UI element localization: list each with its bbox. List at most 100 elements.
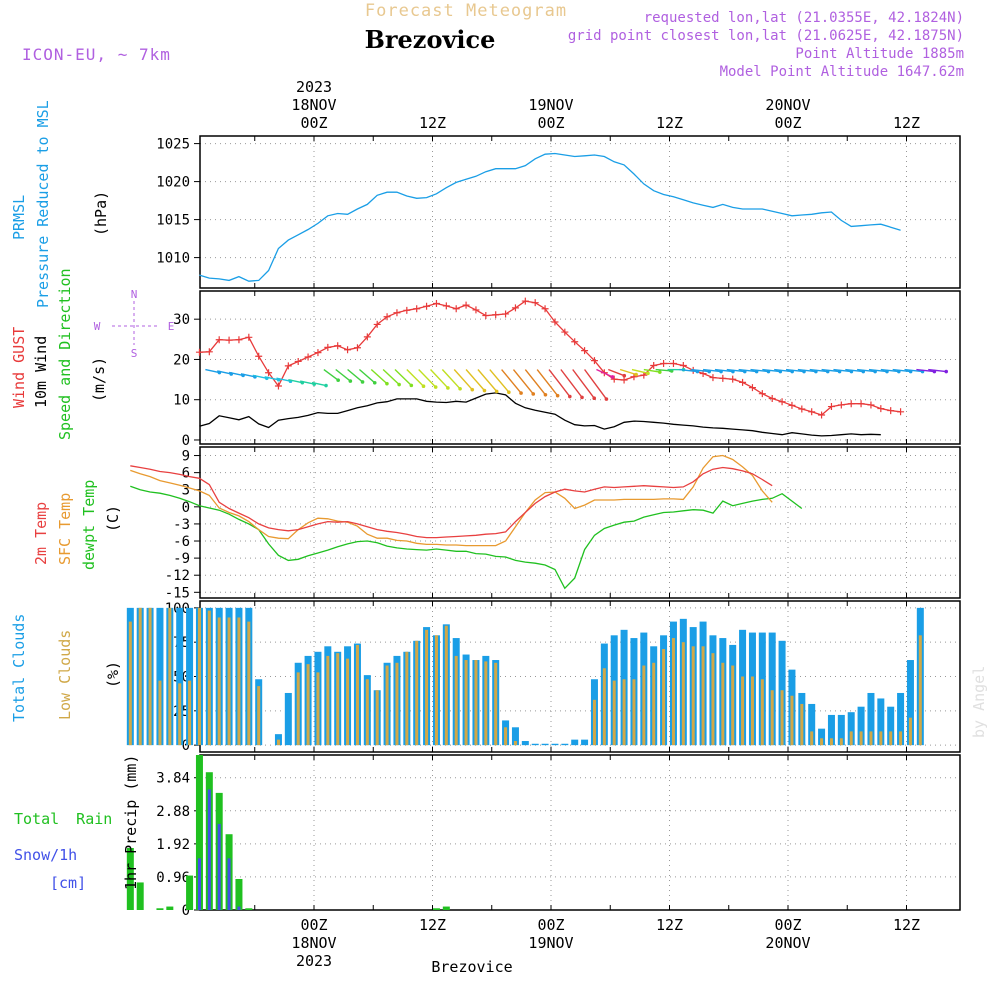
wind-arrowhead <box>409 383 414 388</box>
low-cloud-bar <box>770 690 774 746</box>
total-cloud-bar <box>571 739 579 746</box>
low-cloud-bar <box>908 717 912 746</box>
total-cloud-bar <box>867 692 875 746</box>
low-cloud-bar <box>810 731 814 746</box>
gust-marker <box>867 401 875 409</box>
gust-marker <box>758 390 766 398</box>
precip-panel: 0 0.96 1.92 2.88 3.84 <box>126 754 961 919</box>
low-cloud-bar <box>276 739 280 746</box>
wind-arrow <box>904 368 923 373</box>
wind-arrow <box>477 369 498 392</box>
gust-marker <box>739 378 747 386</box>
wind-arrow <box>833 368 852 373</box>
model-label: ICON-EU, ~ 7km <box>22 45 171 64</box>
gust-marker <box>748 384 756 392</box>
gust-marker <box>452 305 460 313</box>
low-cloud-bar <box>780 690 784 746</box>
total-cloud-bar <box>156 607 164 746</box>
wind-arrow <box>288 378 303 384</box>
y-tick-label: 6 <box>182 466 190 482</box>
low-cloud-bar <box>474 660 478 746</box>
total-cloud-bar <box>768 632 776 746</box>
total-cloud-bar <box>808 703 816 746</box>
y-tick-label: -12 <box>165 568 190 584</box>
gust-marker <box>818 411 826 419</box>
wind-arrowhead <box>531 392 536 396</box>
top-hour-label: 00Z <box>300 114 327 132</box>
gust-marker <box>324 343 332 351</box>
wind-arrow <box>584 369 607 400</box>
y-tick-label: -3 <box>173 517 190 533</box>
total-cloud-bar <box>818 728 826 746</box>
compass-west: W <box>94 320 101 333</box>
low-cloud-bar <box>385 665 389 746</box>
gust-marker <box>897 408 905 416</box>
wind-arrow <box>300 380 315 385</box>
rain-bar <box>432 908 440 910</box>
wind-arrow <box>809 368 828 373</box>
rain-bar <box>195 755 203 910</box>
total-cloud-bar <box>897 692 905 746</box>
low-cloud-bar <box>375 690 379 746</box>
gust-marker <box>235 336 243 344</box>
rain-bar <box>235 879 243 910</box>
wind-arrow <box>512 369 534 395</box>
y-tick-label: 0.96 <box>156 870 190 886</box>
prmsl-label: PRMSL <box>10 195 28 240</box>
point-altitude: Point Altitude 1885m <box>795 46 964 62</box>
temp-2m-line <box>130 465 773 539</box>
wind-arrowhead <box>433 385 438 389</box>
low-cloud-bar <box>306 664 310 746</box>
wind-arrowhead <box>446 386 450 390</box>
gust-marker <box>847 400 855 408</box>
wind-arrow <box>430 369 449 389</box>
wind-arrowhead <box>360 380 365 384</box>
gust-marker <box>660 359 668 367</box>
y-tick-label: 0 <box>182 433 190 449</box>
wind-arrow <box>264 376 279 381</box>
wind-arrowhead <box>944 369 949 374</box>
y-tick-label: 9 <box>182 449 190 465</box>
bottom-hour-label: 12Z <box>893 916 920 934</box>
dewpt-line <box>130 485 803 590</box>
top-date-label: 18NOV <box>291 96 336 114</box>
low-cloud-bar <box>642 665 646 746</box>
low-cloud-bar <box>178 683 182 746</box>
snow-unit-label: [cm] <box>50 874 86 892</box>
gust-marker <box>590 357 598 365</box>
wind-gust-line <box>199 300 901 416</box>
wind-arrow <box>465 369 486 391</box>
gust-marker <box>403 306 411 314</box>
wind-unit-label: (m/s) <box>90 357 108 402</box>
y-tick-label: -15 <box>165 585 190 601</box>
wind-arrow <box>548 369 571 397</box>
wind-arrow <box>691 368 710 373</box>
low-cloud-bar <box>691 646 695 746</box>
wind-arrow <box>821 368 840 373</box>
wind-arrow <box>596 368 613 378</box>
wind-arrowhead <box>372 380 377 385</box>
low-cloud-bar <box>227 617 231 746</box>
gust-marker <box>215 336 223 344</box>
wind-arrow <box>418 369 437 388</box>
gust-marker <box>551 318 559 326</box>
wind-arrowhead <box>336 378 340 383</box>
gust-marker <box>284 362 292 370</box>
gust-marker <box>314 349 322 357</box>
wind-arrow <box>916 368 935 373</box>
bottom-hour-label: 12Z <box>656 916 683 934</box>
total-cloud-bar <box>857 706 865 746</box>
cloud-panel: 0255075100 <box>126 600 961 754</box>
low-cloud-bar <box>405 651 409 746</box>
low-cloud-bar <box>296 672 300 746</box>
low-cloud-bar <box>434 635 438 746</box>
compass-south: S <box>131 347 138 360</box>
low-cloud-bar <box>592 699 596 746</box>
gust-marker <box>729 375 737 383</box>
low-cloud-bar <box>839 738 843 746</box>
wind-arrow <box>524 369 546 396</box>
wind-arrowhead <box>458 386 462 391</box>
gust-marker <box>581 347 589 355</box>
gust-marker <box>442 302 450 310</box>
